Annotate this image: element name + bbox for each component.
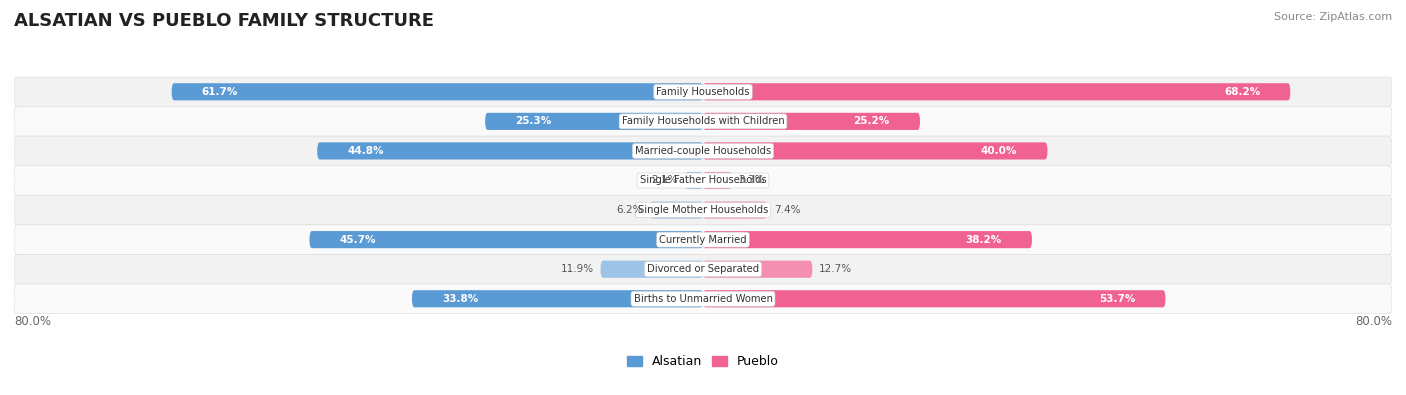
FancyBboxPatch shape: [14, 77, 1392, 107]
FancyBboxPatch shape: [703, 261, 813, 278]
Text: 61.7%: 61.7%: [202, 87, 238, 97]
Text: 38.2%: 38.2%: [966, 235, 1002, 245]
Text: Married-couple Households: Married-couple Households: [636, 146, 770, 156]
Text: 25.2%: 25.2%: [853, 117, 890, 126]
Text: 53.7%: 53.7%: [1099, 294, 1135, 304]
Text: Single Mother Households: Single Mother Households: [638, 205, 768, 215]
Text: 45.7%: 45.7%: [340, 235, 375, 245]
FancyBboxPatch shape: [703, 113, 920, 130]
Text: 68.2%: 68.2%: [1225, 87, 1260, 97]
Legend: Alsatian, Pueblo: Alsatian, Pueblo: [621, 350, 785, 373]
Text: ALSATIAN VS PUEBLO FAMILY STRUCTURE: ALSATIAN VS PUEBLO FAMILY STRUCTURE: [14, 12, 434, 30]
FancyBboxPatch shape: [703, 172, 731, 189]
Text: Family Households with Children: Family Households with Children: [621, 117, 785, 126]
FancyBboxPatch shape: [600, 261, 703, 278]
FancyBboxPatch shape: [309, 231, 703, 248]
FancyBboxPatch shape: [318, 142, 703, 160]
FancyBboxPatch shape: [703, 142, 1047, 160]
FancyBboxPatch shape: [14, 107, 1392, 136]
FancyBboxPatch shape: [14, 136, 1392, 166]
Text: 11.9%: 11.9%: [561, 264, 593, 274]
FancyBboxPatch shape: [703, 83, 1291, 100]
Text: 3.3%: 3.3%: [738, 175, 765, 186]
Text: 7.4%: 7.4%: [773, 205, 800, 215]
FancyBboxPatch shape: [685, 172, 703, 189]
FancyBboxPatch shape: [14, 166, 1392, 195]
FancyBboxPatch shape: [485, 113, 703, 130]
FancyBboxPatch shape: [703, 290, 1166, 307]
Text: 80.0%: 80.0%: [1355, 315, 1392, 328]
Text: 6.2%: 6.2%: [616, 205, 643, 215]
Text: 40.0%: 40.0%: [981, 146, 1018, 156]
FancyBboxPatch shape: [14, 284, 1392, 314]
Text: Births to Unmarried Women: Births to Unmarried Women: [634, 294, 772, 304]
FancyBboxPatch shape: [703, 201, 766, 219]
Text: 12.7%: 12.7%: [820, 264, 852, 274]
Text: Family Households: Family Households: [657, 87, 749, 97]
FancyBboxPatch shape: [172, 83, 703, 100]
Text: 2.1%: 2.1%: [651, 175, 678, 186]
Text: Divorced or Separated: Divorced or Separated: [647, 264, 759, 274]
Text: Single Father Households: Single Father Households: [640, 175, 766, 186]
FancyBboxPatch shape: [14, 225, 1392, 254]
FancyBboxPatch shape: [650, 201, 703, 219]
Text: 80.0%: 80.0%: [14, 315, 51, 328]
Text: 44.8%: 44.8%: [347, 146, 384, 156]
Text: Source: ZipAtlas.com: Source: ZipAtlas.com: [1274, 12, 1392, 22]
Text: 33.8%: 33.8%: [441, 294, 478, 304]
FancyBboxPatch shape: [14, 254, 1392, 284]
Text: Currently Married: Currently Married: [659, 235, 747, 245]
FancyBboxPatch shape: [14, 195, 1392, 225]
Text: 25.3%: 25.3%: [515, 117, 551, 126]
FancyBboxPatch shape: [412, 290, 703, 307]
FancyBboxPatch shape: [703, 231, 1032, 248]
